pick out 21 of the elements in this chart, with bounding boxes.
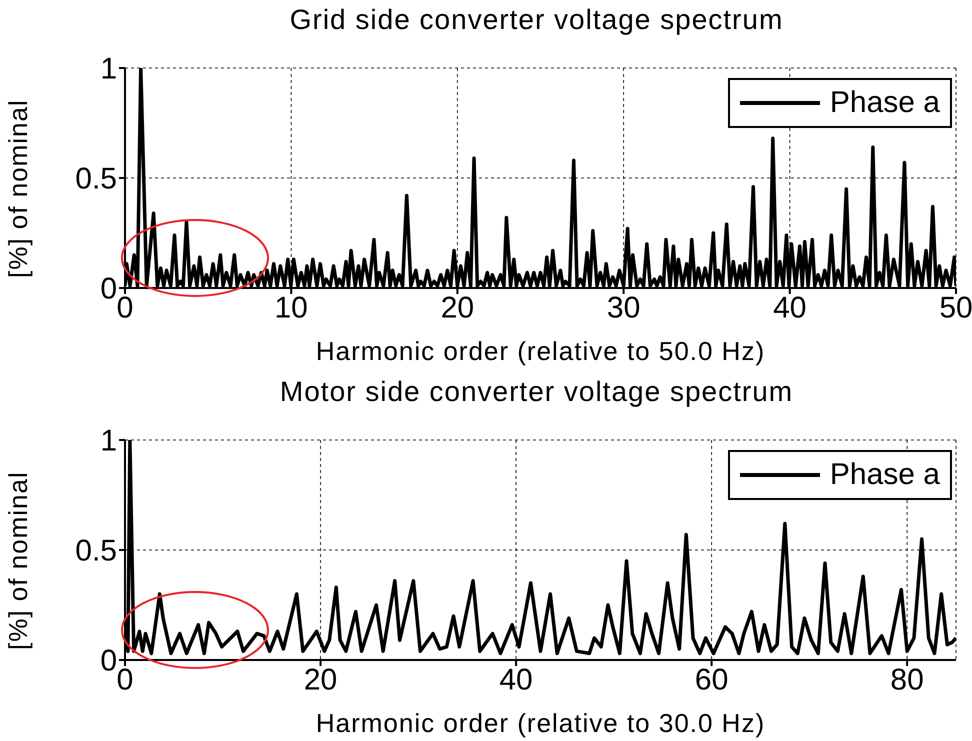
x-tick-label: 80	[890, 663, 924, 696]
x-tick-label: 10	[274, 291, 308, 324]
x-axis-title: Harmonic order (relative to 50.0 Hz)	[316, 336, 766, 366]
x-tick-label: 20	[440, 291, 474, 324]
x-tick-label: 20	[304, 663, 338, 696]
y-axis-title: [%] of nominal	[3, 471, 34, 650]
x-tick-label: 40	[499, 663, 533, 696]
y-tick-label: 1	[100, 424, 117, 458]
legend-label: Phase a	[830, 86, 940, 120]
x-tick-label: 60	[694, 663, 728, 696]
y-axis-title: [%] of nominal	[3, 99, 34, 278]
x-tick-label: 50	[939, 291, 972, 324]
y-tick-label: 1	[100, 52, 117, 86]
x-tick-label: 30	[606, 291, 640, 324]
legend-label: Phase a	[830, 458, 940, 492]
chart-title: Grid side converter voltage spectrum	[288, 4, 784, 36]
x-axis-title: Harmonic order (relative to 30.0 Hz)	[316, 708, 766, 738]
x-tick-label: 40	[773, 291, 806, 324]
y-tick-label: 0.5	[75, 162, 117, 196]
y-tick-label: 0.5	[75, 534, 117, 568]
chart-title: Motor side converter voltage spectrum	[278, 376, 794, 408]
